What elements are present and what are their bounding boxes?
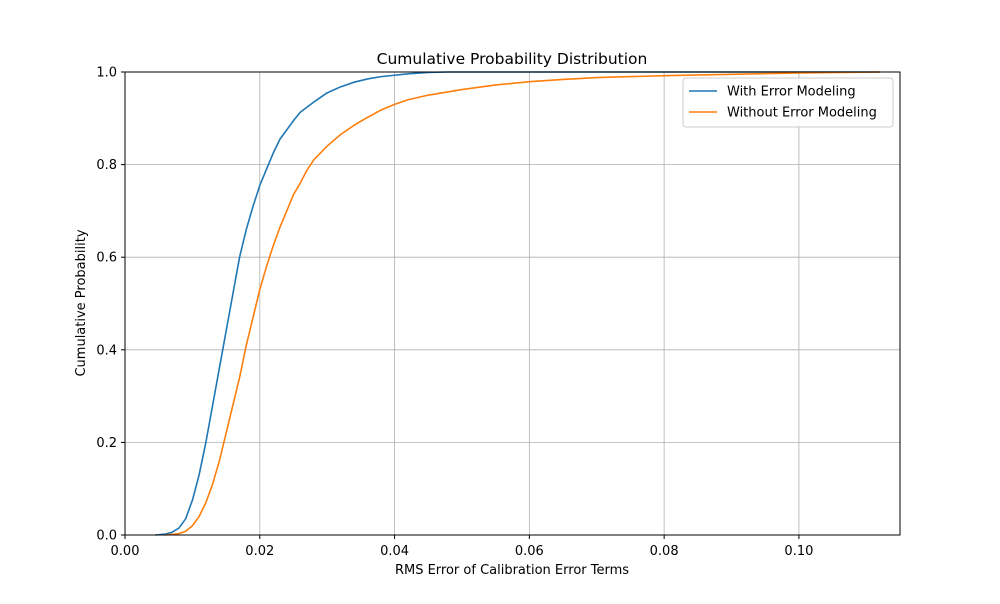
series-layer [155,71,880,536]
x-tick-label: 0.02 [245,544,274,559]
legend: With Error Modeling Without Error Modelin… [682,77,894,128]
tick-layer: 0.00 0.02 0.04 0.06 0.08 0.10 0.0 0.2 0.4 0.6 0.8 1… [96,66,813,560]
x-tick-label: 0.08 [650,544,679,559]
legend-box [682,77,894,128]
x-tick-label: 0.06 [515,544,544,559]
x-tick-label: 0.04 [380,544,409,559]
series-line-2 [165,71,880,536]
legend-label-1: With Error Modeling [727,85,856,100]
series-line-1 [155,71,880,536]
y-tick-label: 0.0 [96,529,117,544]
x-axis-label: RMS Error of Calibration Error Terms [395,563,629,578]
y-tick-label: 0.2 [96,436,117,451]
y-tick-label: 0.4 [96,343,117,358]
x-tick-label: 0.00 [111,544,140,559]
plot-frame [124,71,901,536]
y-tick-label: 1.0 [96,66,117,81]
y-tick-label: 0.8 [96,158,117,173]
x-tick-label: 0.10 [784,544,813,559]
chart-title: Cumulative Probability Distribution [377,50,648,68]
legend-label-2: Without Error Modeling [727,106,877,121]
y-tick-label: 0.6 [96,251,117,266]
y-axis-label: Cumulative Probability [74,229,89,376]
